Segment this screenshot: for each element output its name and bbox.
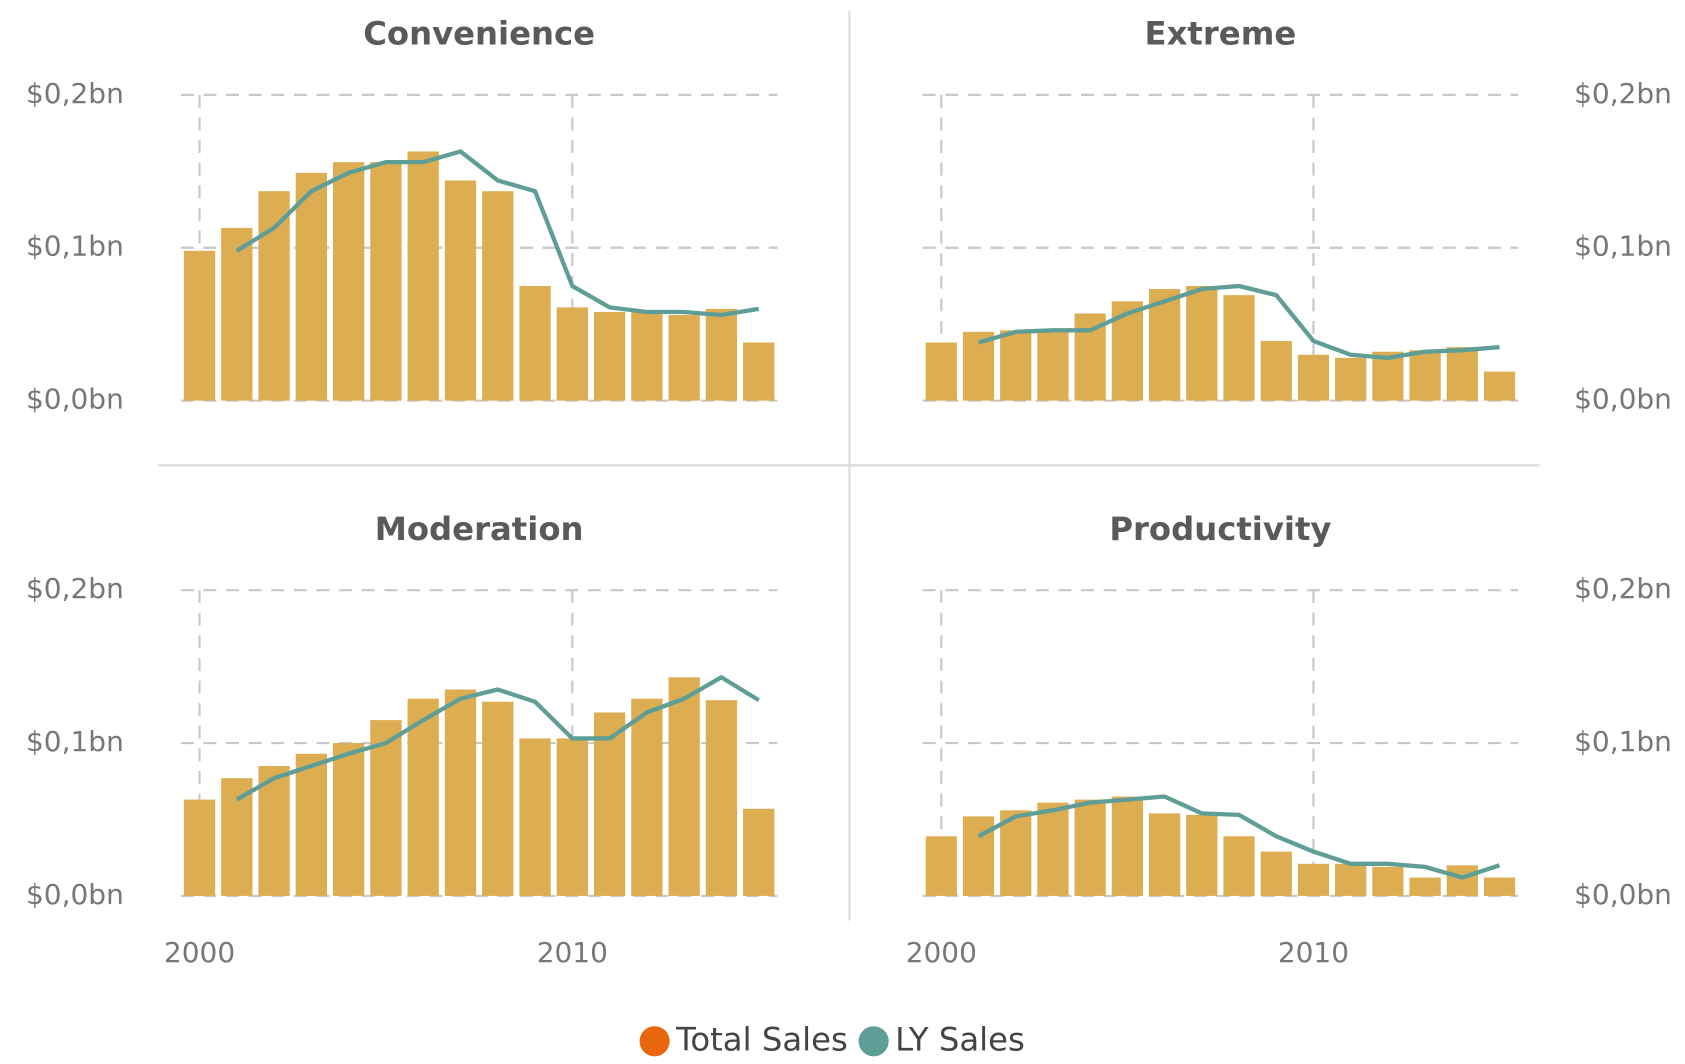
bar (1074, 799, 1106, 896)
bar (1037, 802, 1069, 896)
x-tick-label: 2010 (1278, 936, 1349, 969)
bar (482, 191, 514, 401)
bar (1335, 357, 1367, 401)
bar (221, 778, 253, 896)
bar (1483, 371, 1516, 401)
bar (1483, 877, 1516, 896)
bar (332, 162, 365, 401)
bar (631, 311, 663, 401)
bar (1111, 796, 1144, 896)
y-tick-label: $0,2bn (26, 572, 124, 605)
bar (1409, 877, 1441, 896)
y-tick-label: $0,2bn (26, 77, 124, 110)
bar (705, 700, 738, 896)
y-tick-label: $0,2bn (1574, 572, 1672, 605)
bar (556, 738, 588, 896)
chart-title: Extreme (1145, 15, 1297, 53)
x-tick-label: 2000 (906, 936, 977, 969)
bar (370, 720, 402, 896)
y-tick-label: $0,1bn (26, 230, 124, 263)
bar (444, 689, 477, 896)
bar (668, 677, 700, 896)
bar (1148, 289, 1181, 401)
x-tick-label: 2000 (164, 936, 235, 969)
y-tick-label: $0,1bn (1574, 725, 1672, 758)
bar (925, 342, 957, 401)
bar (593, 311, 626, 401)
bar (1335, 863, 1367, 896)
bar (295, 172, 328, 401)
bar (183, 799, 216, 896)
bar (1409, 350, 1441, 401)
y-tick-label: $0,0bn (1574, 878, 1672, 911)
line (977, 794, 1501, 880)
bar (519, 285, 551, 401)
legend-label: Total Sales (675, 1020, 848, 1058)
bar (444, 180, 477, 401)
bar (1297, 354, 1330, 401)
bar (1000, 330, 1032, 401)
bar (221, 227, 253, 401)
bar (1186, 814, 1218, 896)
legend-marker (639, 1026, 670, 1057)
bar (668, 315, 700, 401)
bar (1037, 330, 1069, 401)
x-tick-label: 2010 (537, 936, 608, 969)
legend-label: LY Sales (895, 1020, 1025, 1058)
bar (593, 712, 626, 896)
bar (1223, 295, 1255, 401)
y-tick-label: $0,0bn (26, 383, 124, 416)
y-tick-label: $0,1bn (1574, 230, 1672, 263)
y-tick-label: $0,0bn (26, 878, 124, 911)
bar (743, 342, 775, 401)
bar (1260, 851, 1292, 896)
bar (1223, 836, 1255, 896)
bar (1186, 285, 1218, 401)
bar (258, 191, 290, 401)
bar (556, 307, 588, 401)
bar (1297, 863, 1330, 896)
bar (370, 162, 402, 401)
legend: Total Sales LY Sales (639, 1020, 1025, 1058)
bar (183, 250, 216, 401)
bar (295, 753, 328, 896)
bar (519, 738, 551, 896)
y-tick-label: $0,0bn (1574, 383, 1672, 416)
bar (962, 331, 995, 401)
bar (631, 698, 663, 896)
bar (1446, 865, 1478, 896)
bar (482, 701, 514, 896)
bar (1148, 813, 1181, 896)
chart-title: Convenience (363, 15, 595, 53)
line (235, 675, 760, 802)
bar (332, 743, 365, 896)
bar (1446, 347, 1478, 401)
y-tick-label: $0,2bn (1574, 77, 1672, 110)
legend-marker (858, 1026, 889, 1057)
bar (705, 308, 738, 401)
line (977, 283, 1500, 360)
bar (258, 765, 290, 896)
bar (407, 151, 439, 401)
line (235, 149, 760, 318)
y-tick-label: $0,1bn (26, 725, 124, 758)
bar (1260, 341, 1292, 401)
chart-title: Moderation (375, 510, 584, 548)
bar (1372, 866, 1404, 896)
bar (1000, 810, 1032, 896)
chart-title: Productivity (1109, 510, 1331, 548)
bar (743, 808, 775, 896)
bar (407, 698, 439, 896)
bar (925, 836, 957, 896)
